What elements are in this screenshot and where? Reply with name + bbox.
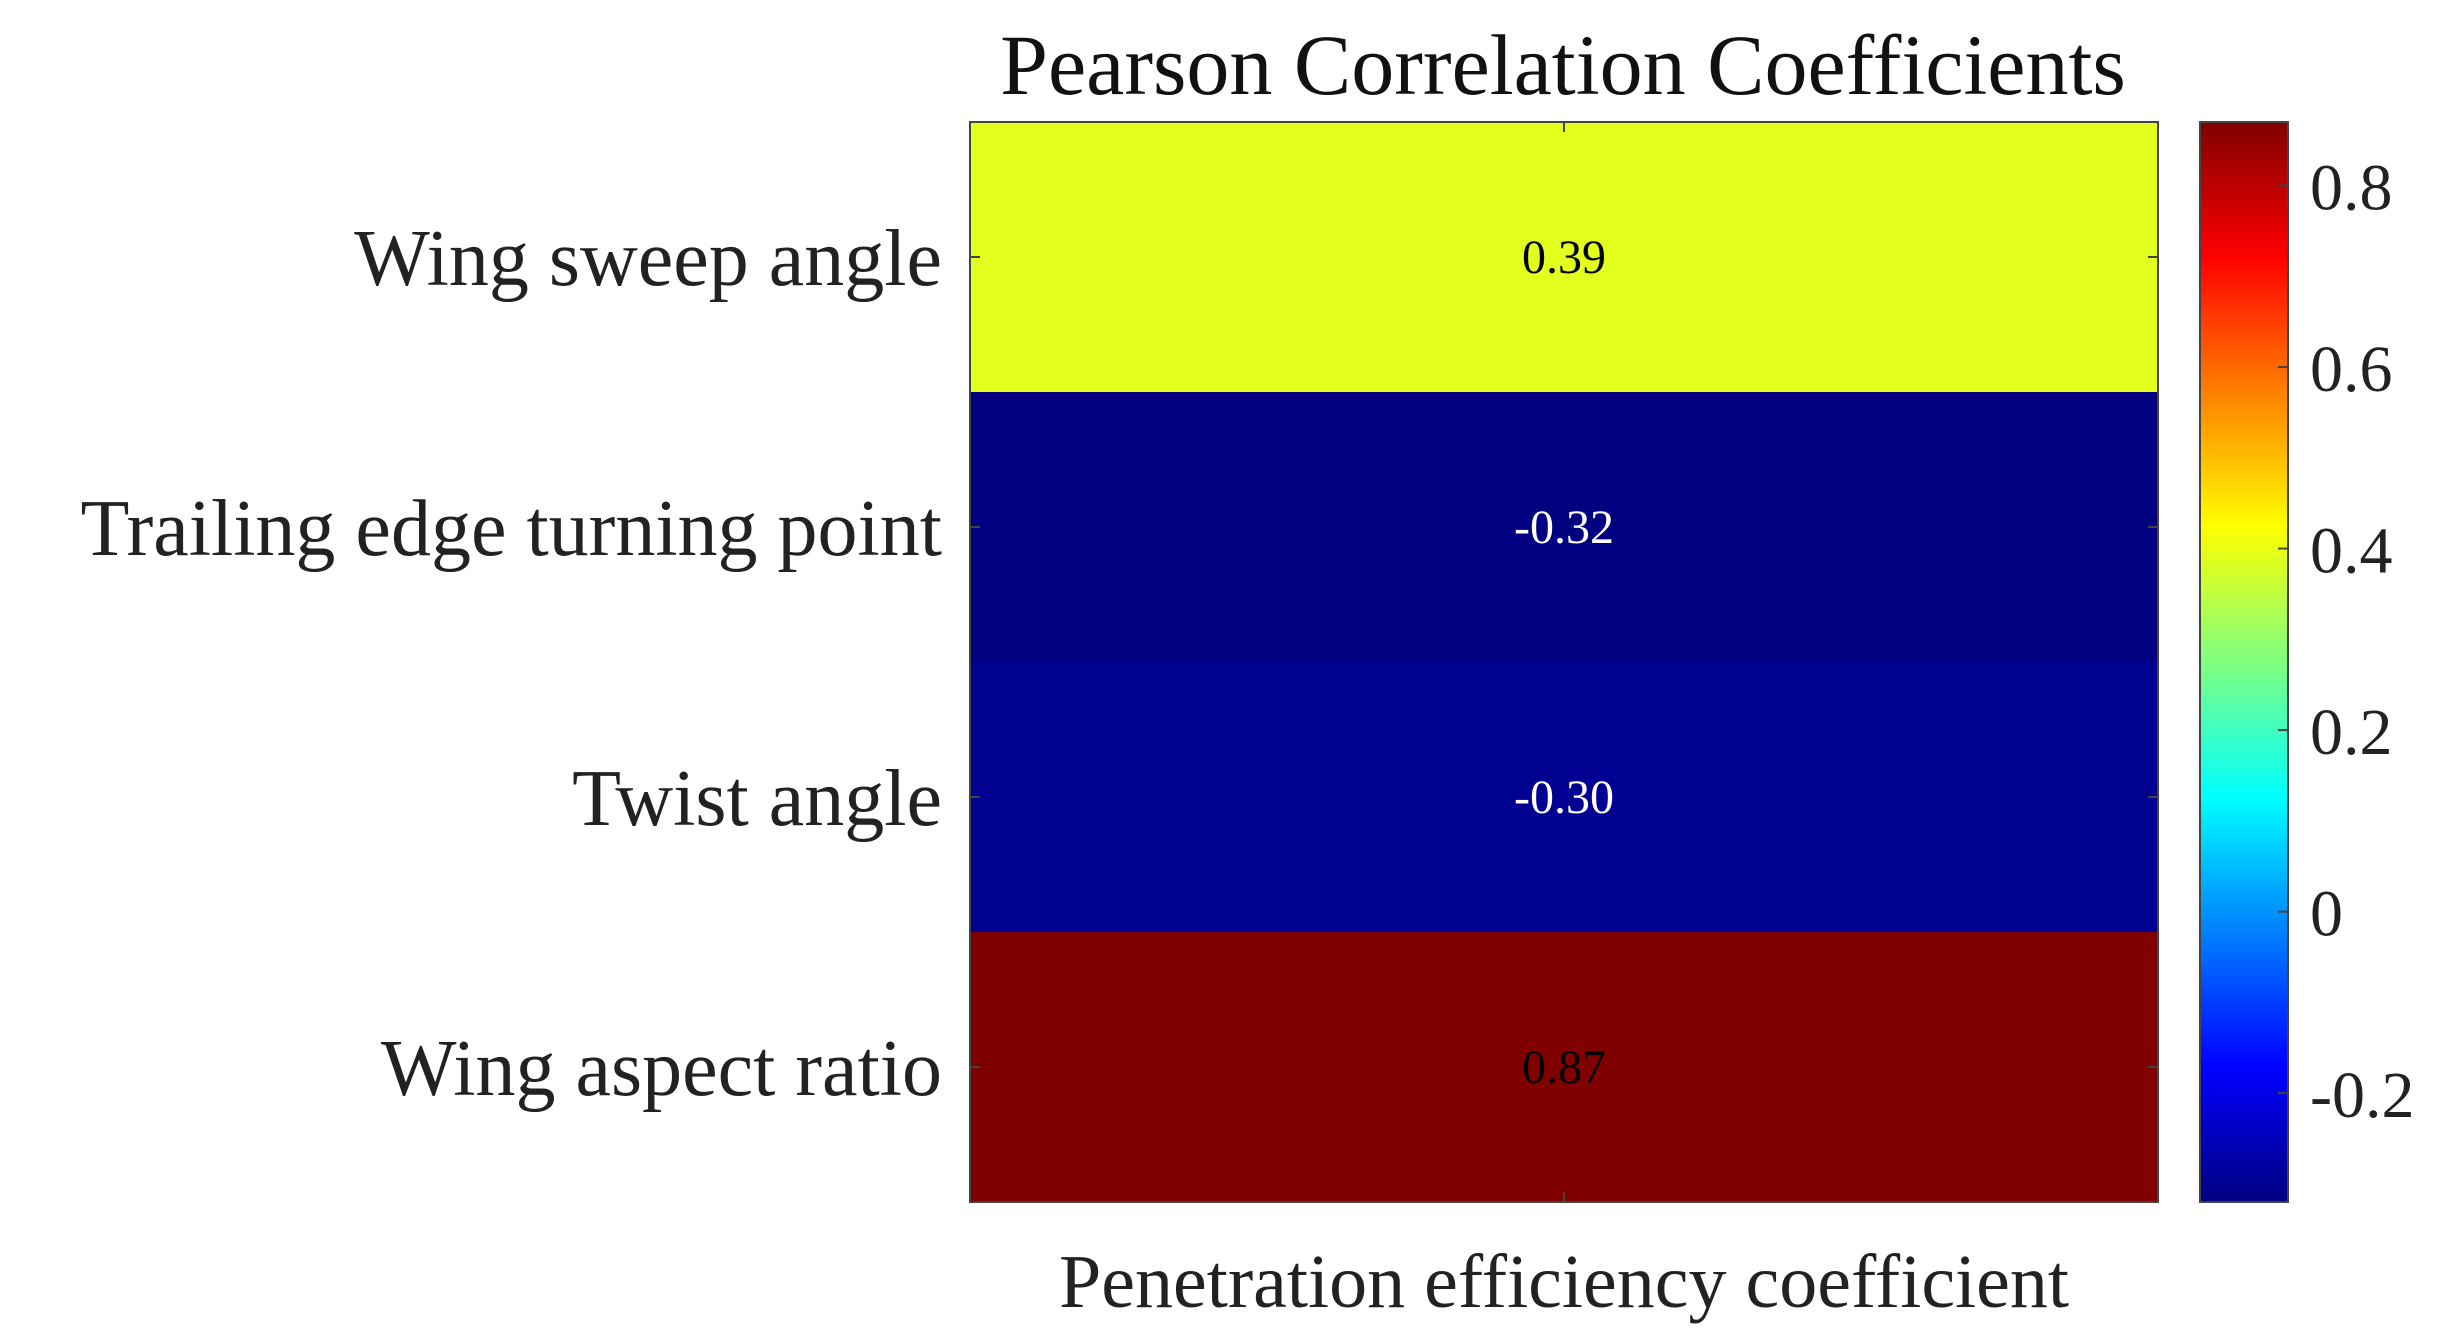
colorbar-tick-label: -0.2 [2310,1059,2414,1132]
colorbar-tick-label: 0.2 [2310,696,2393,769]
row-label: Wing sweep angle [354,215,942,303]
row-label: Wing aspect ratio [381,1025,942,1113]
cell-value-label: -0.32 [1514,501,1614,554]
row-label: Trailing edge turning point [81,485,942,573]
colorbar [2199,121,2289,1203]
cell-value-label: -0.30 [1514,771,1614,824]
heatmap-cells: 0.39 -0.32 -0.30 0.87 [970,122,2158,1202]
colorbar-tick-label: 0.8 [2310,152,2393,225]
colorbar-tick-label: 0 [2310,878,2343,951]
row-labels: Wing sweep angle Trailing edge turning po… [81,215,942,1113]
colorbar-tick-label: 0.4 [2310,515,2393,588]
heatmap-cell [970,392,2158,662]
colorbar-ticks: -0.2 0 0.2 0.4 0.6 0.8 [2278,152,2414,1132]
cell-value-label: 0.39 [1522,231,1606,284]
row-label: Twist angle [572,755,942,843]
chart-title: Pearson Correlation Coefficients [1000,17,2126,113]
heatmap-cell [970,932,2158,1202]
heatmap-cell [970,122,2158,392]
x-axis-label: Penetration efficiency coefficient [1059,1240,2069,1324]
colorbar-tick-label: 0.6 [2310,333,2393,406]
cell-value-label: 0.87 [1522,1041,1606,1094]
heatmap-cell [970,662,2158,932]
plot-ticks [970,122,2158,1202]
